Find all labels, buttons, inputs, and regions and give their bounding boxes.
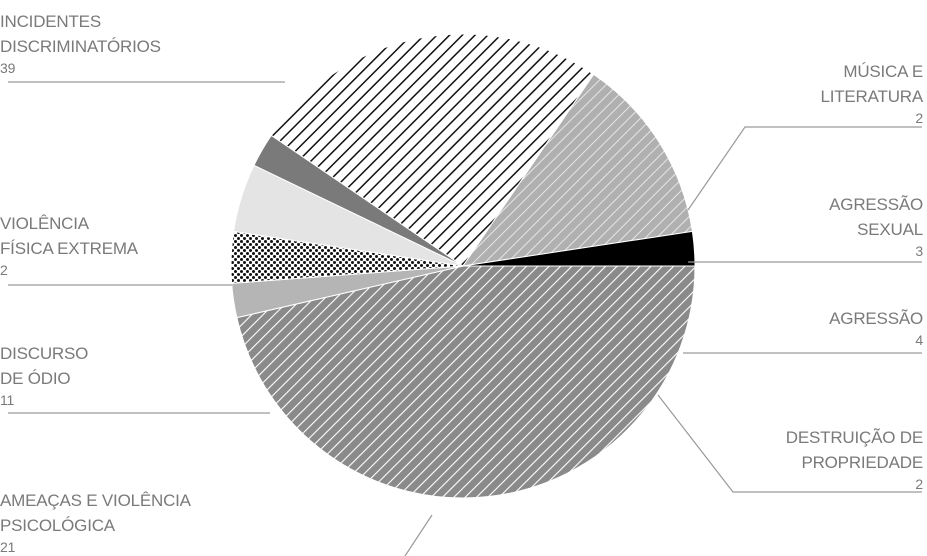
slice-label: VIOLÊNCIA FÍSICA EXTREMA 2 (0, 211, 138, 279)
slice-label-name: AGRESSÃO (829, 309, 923, 328)
slice-label-value: 2 (0, 262, 8, 278)
slice-label: AMEAÇAS E VIOLÊNCIA PSICOLÓGICA 21 (0, 488, 191, 556)
pie-slice (462, 230, 696, 267)
slice-label-name: AMEAÇAS E VIOLÊNCIA PSICOLÓGICA (0, 491, 191, 535)
slice-label: AGRESSÃO 4 (829, 306, 923, 349)
slice-label: DISCURSO DE ÓDIO 11 (0, 341, 88, 409)
leader-line (687, 126, 922, 211)
pie-slice (461, 73, 693, 267)
slice-label-name: MÚSICA E LITERATURA (820, 62, 923, 106)
slice-label-name: DESTRUIÇÃO DE PROPRIEDADE (785, 428, 923, 472)
pie-slice (236, 265, 696, 499)
leader-line (657, 394, 922, 493)
slice-label: INCIDENTES DISCRIMINATÓRIOS 39 (0, 9, 161, 77)
slice-label-value: 21 (0, 539, 16, 555)
slice-label-value: 4 (915, 332, 923, 348)
slice-label-value: 2 (915, 110, 923, 126)
slice-label-name: AGRESSÃO SEXUAL (829, 195, 923, 239)
slice-label: DESTRUIÇÃO DE PROPRIEDADE 2 (786, 425, 923, 493)
slice-label: AGRESSÃO SEXUAL 3 (829, 192, 923, 260)
slice-label-value: 39 (0, 60, 16, 76)
slice-label: MÚSICA E LITERATURA 2 (820, 59, 923, 127)
slice-label-name: DISCURSO DE ÓDIO (0, 344, 89, 388)
slice-label-name: VIOLÊNCIA FÍSICA EXTREMA (0, 214, 138, 258)
pie-slice (270, 33, 595, 267)
leader-line (404, 514, 433, 556)
slice-label-value: 3 (915, 243, 923, 259)
slice-label-name: INCIDENTES DISCRIMINATÓRIOS (0, 12, 161, 56)
slice-label-value: 2 (915, 476, 923, 492)
slice-label-value: 11 (0, 392, 15, 408)
